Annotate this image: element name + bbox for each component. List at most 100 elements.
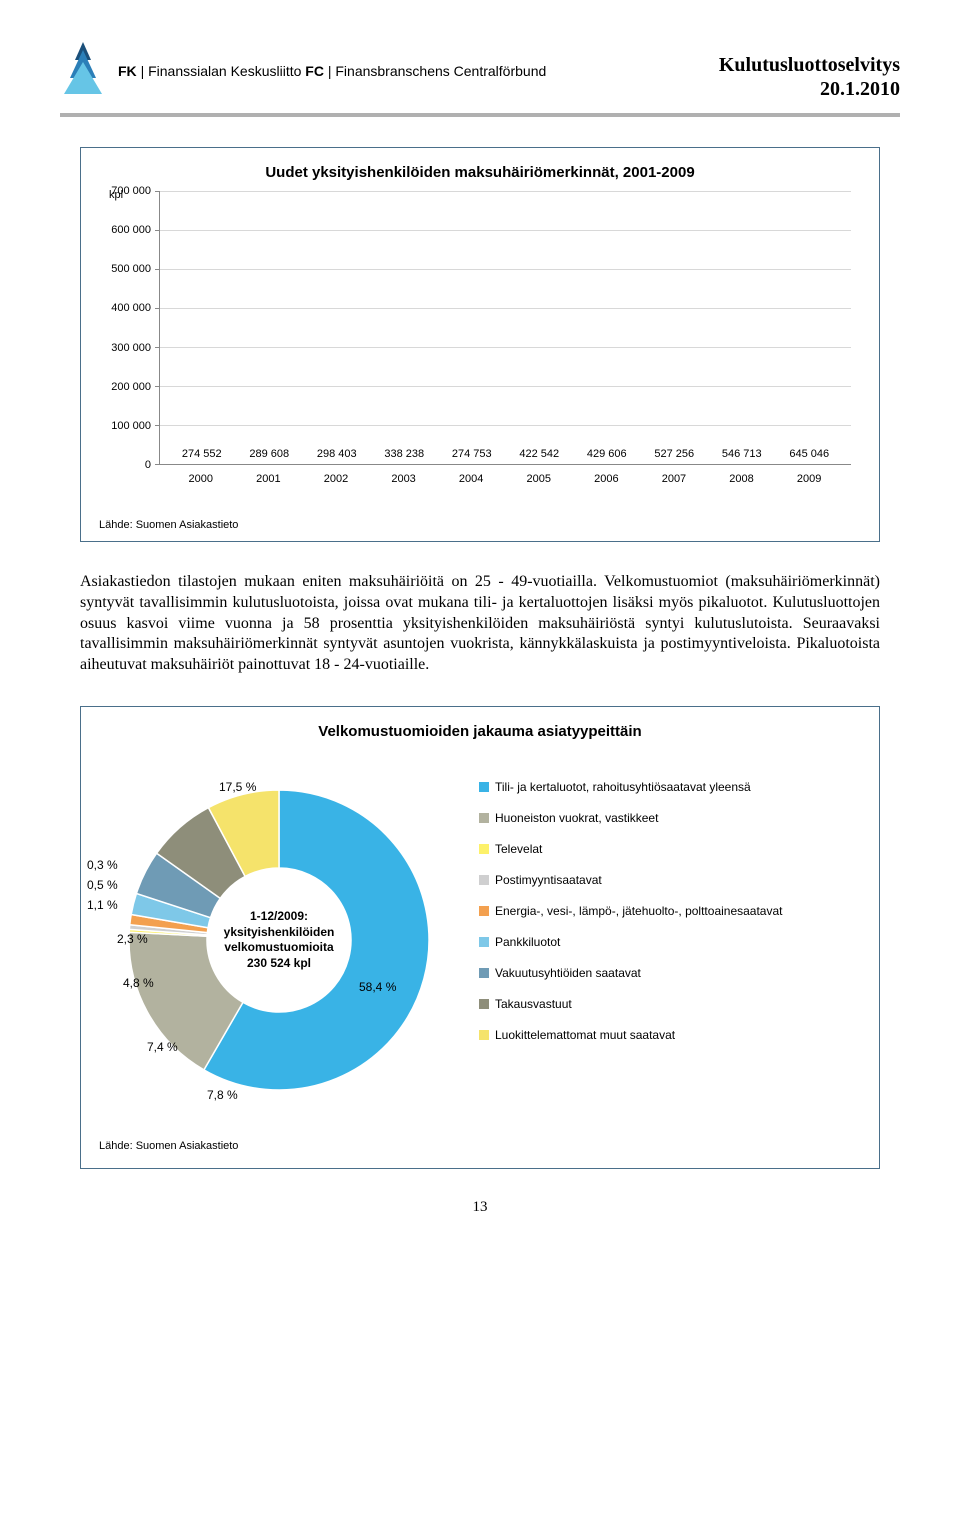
y-tick: [155, 347, 160, 348]
gridline: [160, 230, 851, 231]
y-axis-label: 400 000: [111, 302, 151, 314]
bar-column: 422 542: [509, 448, 570, 464]
bar-value-label: 429 606: [587, 448, 627, 460]
page-header: FK | Finanssialan Keskusliitto FC | Fina…: [60, 40, 900, 109]
y-tick: [155, 464, 160, 465]
legend-swatch: [479, 937, 489, 947]
legend-item: Energia-, vesi-, lämpö-, jätehuolto-, po…: [479, 904, 861, 919]
y-axis-label: 300 000: [111, 342, 151, 354]
bar-chart-area: kpl 0100 000200 000300 000400 000500 000…: [159, 191, 851, 491]
bar-value-label: 645 046: [789, 448, 829, 460]
doc-title: Kulutusluottoselvitys 20.1.2010: [719, 53, 900, 101]
y-axis-label: 200 000: [111, 381, 151, 393]
x-axis-label: 2000: [170, 469, 231, 491]
bar-value-label: 422 542: [519, 448, 559, 460]
page-number: 13: [60, 1199, 900, 1216]
x-axis-label: 2006: [576, 469, 637, 491]
legend-label: Tili- ja kertaluotot, rahoitusyhtiösaata…: [495, 780, 751, 795]
legend-swatch: [479, 968, 489, 978]
x-axis-label: 2007: [644, 469, 705, 491]
gridline: [160, 425, 851, 426]
bar-value-label: 546 713: [722, 448, 762, 460]
x-axis-label: 2004: [441, 469, 502, 491]
pie-slice-label: 7,8 %: [207, 1088, 238, 1102]
doc-title-line1: Kulutusluottoselvitys: [719, 53, 900, 77]
legend-label: Huoneiston vuokrat, vastikkeet: [495, 811, 658, 826]
legend-swatch: [479, 875, 489, 885]
bar-column: 645 046: [779, 448, 840, 464]
bar-value-label: 274 753: [452, 448, 492, 460]
pie-center-line2: yksityishenkilöiden: [209, 924, 349, 940]
bar-column: 298 403: [306, 448, 367, 464]
legend-label: Vakuutusyhtiöiden saatavat: [495, 966, 641, 981]
doc-title-line2: 20.1.2010: [719, 77, 900, 101]
org-sv: Finansbranschens Centralförbund: [335, 63, 546, 79]
header-rule: [60, 113, 900, 117]
legend-item: Takausvastuut: [479, 997, 861, 1012]
pie-slice-label: 0,3 %: [87, 858, 118, 872]
header-left: FK | Finanssialan Keskusliitto FC | Fina…: [60, 40, 546, 101]
org-fk-divider: |: [141, 63, 149, 79]
pie-slice-label: 17,5 %: [219, 780, 256, 794]
pie-chart-box: Velkomustuomioiden jakauma asiatyypeittä…: [80, 706, 880, 1169]
bar-chart-bars: 274 552 289 608 298 403 338 238 274 753 422 5…: [160, 191, 851, 464]
bar-value-label: 289 608: [249, 448, 289, 460]
legend-item: Luokittelemattomat muut saatavat: [479, 1028, 861, 1043]
bar-value-label: 298 403: [317, 448, 357, 460]
gridline: [160, 191, 851, 192]
bar-column: 289 608: [239, 448, 300, 464]
bar-column: 338 238: [374, 448, 435, 464]
x-axis-label: 2003: [373, 469, 434, 491]
legend-item: Postimyyntisaatavat: [479, 873, 861, 888]
legend-item: Pankkiluotot: [479, 935, 861, 950]
legend-swatch: [479, 906, 489, 916]
org-name: FK | Finanssialan Keskusliitto FC | Fina…: [118, 63, 546, 79]
legend-label: Televelat: [495, 842, 542, 857]
legend-label: Energia-, vesi-, lämpö-, jätehuolto-, po…: [495, 904, 783, 919]
y-axis-label: 500 000: [111, 263, 151, 275]
pie-slice-label: 4,8 %: [123, 976, 154, 990]
legend-swatch: [479, 813, 489, 823]
pie-center-line1: 1-12/2009:: [209, 909, 349, 925]
bar-chart-title: Uudet yksityishenkilöiden maksuhäiriömer…: [99, 164, 861, 181]
gridline: [160, 347, 851, 348]
org-fc: FC: [305, 63, 324, 79]
org-fk: FK: [118, 63, 137, 79]
pie-center-line3: velkomustuomioita: [209, 940, 349, 956]
bar-chart-y-axis: 0100 000200 000300 000400 000500 000600 …: [99, 191, 157, 465]
y-tick: [155, 386, 160, 387]
y-tick: [155, 191, 160, 192]
legend-item: Televelat: [479, 842, 861, 857]
bar-value-label: 527 256: [654, 448, 694, 460]
x-axis-label: 2002: [306, 469, 367, 491]
y-tick: [155, 269, 160, 270]
gridline: [160, 308, 851, 309]
legend-item: Tili- ja kertaluotot, rahoitusyhtiösaata…: [479, 780, 861, 795]
pie-chart-wrap: 1-12/2009: yksityishenkilöiden velkomust…: [99, 760, 459, 1120]
bar-chart-plot: 274 552 289 608 298 403 338 238 274 753 422 5…: [159, 191, 851, 465]
bar-value-label: 274 552: [182, 448, 222, 460]
logo-icon: [60, 40, 106, 101]
y-tick: [155, 308, 160, 309]
x-axis-label: 2005: [508, 469, 569, 491]
pie-slice-label: 58,4 %: [359, 980, 396, 994]
legend-swatch: [479, 1030, 489, 1040]
bar-column: 429 606: [576, 448, 637, 464]
bar-column: 274 753: [441, 448, 502, 464]
pie-slice-label: 2,3 %: [117, 932, 148, 946]
bar-column: 546 713: [711, 448, 772, 464]
legend-label: Takausvastuut: [495, 997, 572, 1012]
bar-chart-source: Lähde: Suomen Asiakastieto: [99, 519, 861, 531]
bar-column: 274 552: [171, 448, 232, 464]
y-axis-label: 700 000: [111, 185, 151, 197]
pie-chart-content: 1-12/2009: yksityishenkilöiden velkomust…: [99, 760, 861, 1120]
legend-item: Vakuutusyhtiöiden saatavat: [479, 966, 861, 981]
legend-item: Huoneiston vuokrat, vastikkeet: [479, 811, 861, 826]
bar-column: 527 256: [644, 448, 705, 464]
legend-swatch: [479, 844, 489, 854]
legend-swatch: [479, 782, 489, 792]
gridline: [160, 269, 851, 270]
x-axis-label: 2001: [238, 469, 299, 491]
pie-slice-label: 7,4 %: [147, 1040, 178, 1054]
gridline: [160, 386, 851, 387]
